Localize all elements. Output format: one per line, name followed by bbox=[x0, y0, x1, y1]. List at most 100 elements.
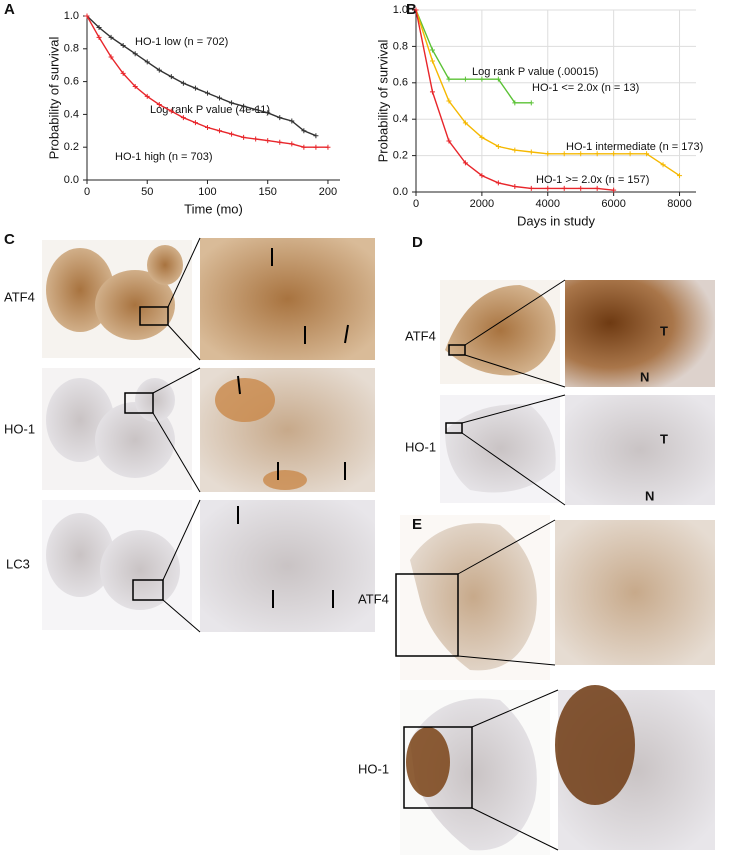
censor-mark bbox=[429, 47, 435, 53]
y-tick-label: 0.0 bbox=[393, 186, 408, 198]
censor-mark bbox=[512, 100, 518, 106]
censor-mark bbox=[594, 185, 600, 191]
tissue bbox=[95, 270, 175, 340]
censor-mark bbox=[301, 128, 307, 134]
row-label: HO-1 bbox=[358, 761, 389, 776]
y-tick-label: 1.0 bbox=[64, 10, 79, 22]
censor-mark bbox=[217, 128, 223, 134]
censor-mark bbox=[462, 160, 468, 166]
x-tick-label: 0 bbox=[84, 186, 90, 198]
zoom-box bbox=[139, 306, 169, 326]
tissue bbox=[147, 245, 183, 285]
censor-mark bbox=[660, 162, 666, 168]
panel-letter: B bbox=[406, 1, 417, 18]
censor-mark bbox=[512, 184, 518, 190]
zoom-line bbox=[461, 432, 566, 506]
row-label: ATF4 bbox=[358, 591, 389, 606]
censor-mark bbox=[241, 134, 247, 140]
censor-mark bbox=[253, 136, 259, 142]
censor-mark bbox=[627, 151, 633, 157]
censor-mark bbox=[446, 76, 452, 82]
censor-mark bbox=[96, 24, 102, 30]
region-label: T bbox=[660, 323, 668, 338]
censor-mark bbox=[180, 115, 186, 121]
censor-mark bbox=[144, 93, 150, 99]
censor-mark bbox=[289, 118, 295, 124]
zoom-line bbox=[471, 689, 559, 728]
survival-curve bbox=[415, 9, 532, 104]
legend-label: HO-1 <= 2.0x (n = 13) bbox=[532, 82, 639, 94]
censor-mark bbox=[495, 180, 501, 186]
zoom-line bbox=[471, 807, 559, 851]
censor-mark bbox=[578, 185, 584, 191]
x-tick-label: 150 bbox=[259, 186, 277, 198]
zoom-image bbox=[565, 280, 715, 387]
panel-letter: D bbox=[412, 234, 423, 251]
censor-mark bbox=[325, 144, 331, 150]
x-tick-label: 4000 bbox=[536, 198, 560, 210]
zoom-line bbox=[152, 367, 201, 394]
legend-label: HO-1 intermediate (n = 173) bbox=[566, 141, 703, 153]
censor-mark bbox=[594, 151, 600, 157]
censor-mark bbox=[132, 84, 138, 90]
censor-mark bbox=[204, 90, 210, 96]
zoom-image bbox=[200, 238, 375, 360]
y-tick-label: 0.2 bbox=[64, 141, 79, 153]
y-tick-label: 0.2 bbox=[393, 150, 408, 162]
y-tick-label: 0.4 bbox=[393, 113, 408, 125]
censor-mark bbox=[413, 7, 419, 13]
zoom-line bbox=[464, 354, 566, 388]
zoom-box bbox=[395, 573, 459, 657]
censor-mark bbox=[495, 144, 501, 149]
stain bbox=[555, 685, 635, 805]
annotation: Log rank P value (.00015) bbox=[472, 66, 598, 78]
row-label: HO-1 bbox=[405, 439, 436, 454]
y-tick-label: 1.0 bbox=[393, 4, 408, 16]
y-tick-label: 0.0 bbox=[64, 174, 79, 186]
y-tick-label: 0.8 bbox=[393, 40, 408, 52]
censor-mark bbox=[132, 51, 138, 57]
censor-mark bbox=[180, 80, 186, 86]
censor-mark bbox=[265, 138, 271, 144]
panel-letter: E bbox=[412, 516, 422, 533]
zoom-line bbox=[464, 279, 566, 346]
histology bbox=[42, 237, 715, 855]
zoom-box bbox=[448, 344, 466, 356]
censor-mark bbox=[108, 54, 114, 60]
censor-mark bbox=[120, 43, 126, 49]
row-label: ATF4 bbox=[4, 289, 35, 304]
censor-mark bbox=[192, 85, 198, 91]
zoom-line bbox=[152, 412, 201, 493]
censor-mark bbox=[229, 131, 235, 137]
y-tick-label: 0.6 bbox=[393, 77, 408, 89]
row-label: ATF4 bbox=[405, 328, 436, 343]
censor-mark bbox=[446, 98, 452, 104]
survival-curve bbox=[415, 9, 614, 191]
censor-mark bbox=[644, 151, 650, 157]
x-axis-label: Time (mo) bbox=[184, 201, 243, 216]
censor-mark bbox=[479, 173, 485, 179]
censor-mark bbox=[313, 144, 319, 150]
censor-mark bbox=[241, 103, 247, 109]
legend-label: HO-1 high (n = 703) bbox=[115, 151, 213, 163]
x-tick-label: 6000 bbox=[601, 198, 625, 210]
censor-mark bbox=[528, 149, 534, 155]
zoom-box bbox=[445, 422, 463, 434]
censor-mark bbox=[446, 138, 452, 144]
zoom-line bbox=[457, 655, 556, 666]
censor-mark bbox=[168, 108, 174, 114]
censor-mark bbox=[156, 67, 162, 73]
censor-mark bbox=[277, 115, 283, 121]
censor-mark bbox=[168, 74, 174, 80]
row-label: LC3 bbox=[6, 556, 30, 571]
censor-mark bbox=[479, 134, 485, 140]
tissue bbox=[445, 285, 556, 376]
y-axis-label: Probability of survival bbox=[375, 39, 390, 162]
censor-mark bbox=[301, 144, 307, 150]
stain bbox=[263, 470, 307, 490]
zoom-line bbox=[167, 324, 201, 361]
censor-mark bbox=[253, 106, 259, 112]
censor-mark bbox=[84, 13, 90, 19]
tissue bbox=[46, 513, 114, 597]
x-tick-label: 50 bbox=[141, 186, 153, 198]
